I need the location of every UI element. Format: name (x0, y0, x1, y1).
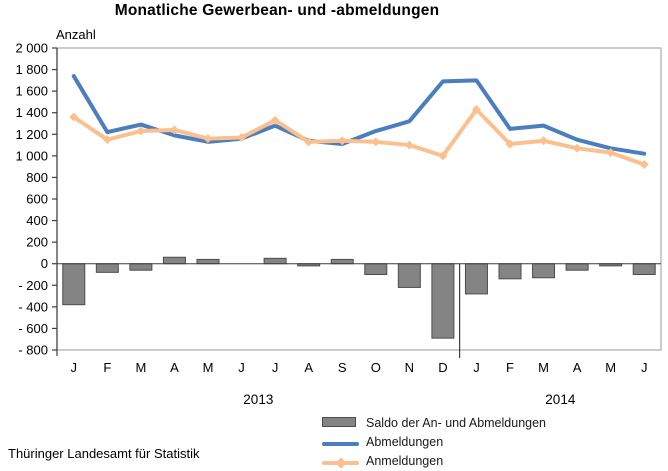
anmeldungen-marker (304, 137, 314, 147)
anmeldungen-marker (539, 136, 549, 146)
y-axis-title: Anzahl (56, 27, 96, 42)
month-label: A (304, 360, 313, 375)
anmeldungen-marker (639, 159, 649, 169)
year-label: 2013 (243, 392, 273, 407)
month-label: S (338, 360, 347, 375)
saldo-bar (129, 263, 153, 271)
y-tick-label: - 800 (18, 343, 48, 358)
year-label: 2014 (545, 392, 576, 407)
legend-item-abmeldungen: Abmeldungen (322, 432, 546, 451)
saldo-bar (431, 263, 455, 339)
anmeldungen-marker (505, 139, 515, 149)
plot-frame (56, 47, 662, 351)
month-label: A (170, 360, 179, 375)
month-label: J (238, 360, 245, 375)
month-label: J (641, 360, 648, 375)
anmeldungen-marker (169, 125, 179, 135)
abmeldungen-line (71, 74, 647, 156)
month-label: A (573, 360, 582, 375)
legend-item-saldo: Saldo der An- und Abmeldungen (322, 413, 546, 432)
legend: Saldo der An- und Abmeldungen Abmeldunge… (322, 413, 546, 470)
y-tick-label: 1 800 (15, 62, 48, 77)
saldo-bar (162, 256, 186, 265)
month-label: J (71, 360, 78, 375)
anmeldungen-marker (371, 137, 381, 147)
saldo-bar (498, 263, 522, 280)
anmeldungen-marker (237, 133, 247, 143)
anmeldungen-marker (606, 148, 616, 158)
anmeldungen-marker (471, 104, 481, 114)
saldo-bar (464, 263, 488, 295)
legend-label-saldo: Saldo der An- und Abmeldungen (366, 415, 546, 430)
y-tick-label: - 200 (18, 278, 48, 293)
saldo-bar (632, 263, 656, 276)
y-tick-label: 200 (26, 235, 48, 250)
anmeldungen-marker (270, 115, 280, 125)
y-tick-label: 2 000 (15, 41, 48, 56)
anmeldungen-marker (337, 136, 347, 146)
legend-label-anmeldungen: Anmeldungen (366, 453, 444, 468)
abmeldungen-line-swatch-icon (322, 441, 359, 446)
anmeldungen-marker (136, 126, 146, 136)
y-tick-label: 800 (26, 170, 48, 185)
month-label: M (605, 360, 616, 375)
anmeldungen-line-swatch-icon (322, 456, 359, 469)
y-tick-label: - 400 (18, 299, 48, 314)
y-tick-label: 400 (26, 213, 48, 228)
anmeldungen-marker (203, 134, 213, 144)
month-label: F (506, 360, 514, 375)
anmeldungen-marker (102, 135, 112, 145)
anmeldungen-marker (404, 140, 414, 150)
chart-title: Monatliche Gewerbean- und -abmeldungen (114, 2, 440, 19)
saldo-bar (95, 263, 119, 273)
y-tick-label: 1 200 (15, 127, 48, 142)
saldo-bar (62, 263, 86, 306)
anmeldungen-line (71, 107, 647, 167)
month-label: O (371, 360, 381, 375)
saldo-bar (196, 258, 220, 265)
month-label: F (103, 360, 111, 375)
month-label: N (405, 360, 414, 375)
source-attribution: Thüringer Landesamt für Statistik (8, 446, 200, 461)
y-tick-label: 0 (41, 256, 48, 271)
saldo-bar (397, 263, 421, 288)
month-label: J (473, 360, 480, 375)
saldo-bar (565, 263, 589, 271)
y-tick-label: 600 (26, 192, 48, 207)
saldo-bar (330, 258, 354, 265)
anmeldungen-marker (572, 143, 582, 153)
y-tick-label: 1 400 (15, 105, 48, 120)
month-label: J (272, 360, 279, 375)
saldo-bar (532, 263, 556, 279)
y-tick-label: 1 600 (15, 84, 48, 99)
anmeldungen-marker (69, 112, 79, 122)
saldo-bar-swatch-icon (322, 416, 356, 427)
month-label: D (438, 360, 447, 375)
anmeldungen-marker (438, 151, 448, 161)
saldo-bar (263, 257, 287, 265)
y-tick-label: 1 000 (15, 148, 48, 163)
saldo-bar (364, 263, 388, 276)
month-label: M (538, 360, 549, 375)
legend-label-abmeldungen: Abmeldungen (366, 434, 444, 449)
y-tick-label: - 600 (18, 321, 48, 336)
diamond-marker-icon (335, 456, 347, 469)
legend-item-anmeldungen: Anmeldungen (322, 451, 546, 470)
month-label: M (135, 360, 146, 375)
month-label: M (203, 360, 214, 375)
